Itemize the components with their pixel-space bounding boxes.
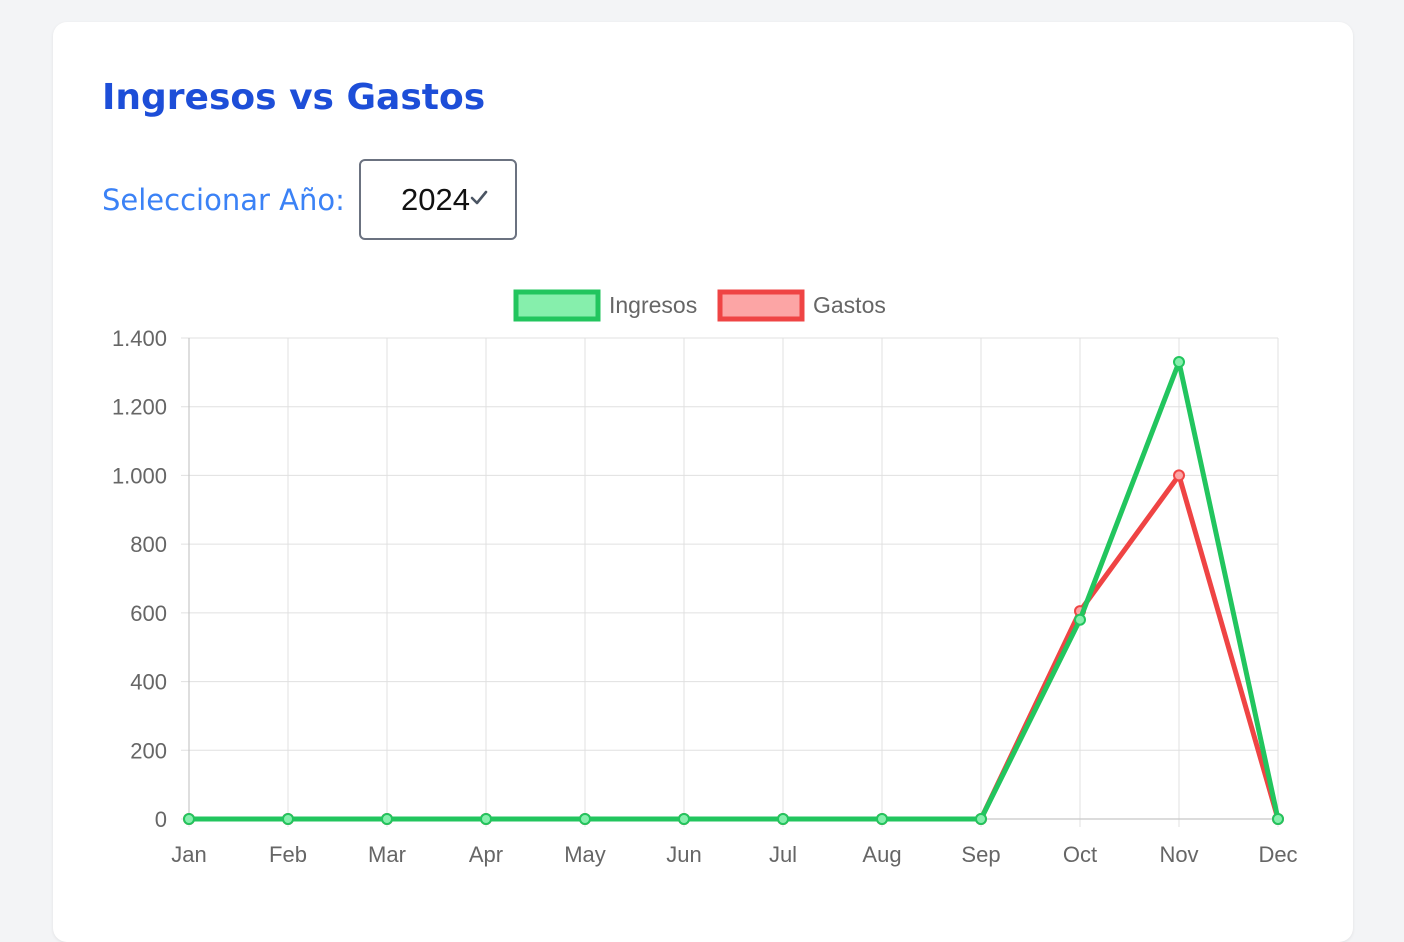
x-tick-label: Oct (1063, 842, 1097, 867)
chart-series (183, 356, 1284, 825)
legend-label-gastos: Gastos (813, 292, 886, 318)
x-tick-label: Sep (961, 842, 1000, 867)
y-tick-label: 400 (130, 670, 167, 695)
x-tick-label: Nov (1159, 842, 1198, 867)
y-tick-label: 800 (130, 532, 167, 557)
data-point-ingresos (678, 813, 690, 825)
data-point-ingresos (282, 813, 294, 825)
y-tick-label: 200 (130, 738, 167, 763)
x-tick-label: Apr (469, 842, 503, 867)
y-tick-label: 1.400 (112, 326, 167, 351)
chart-grid (181, 337, 1279, 827)
data-point-gastos (1173, 469, 1185, 482)
year-select[interactable]: 2024 (359, 159, 517, 240)
x-tick-label: Jul (769, 842, 797, 867)
data-point-ingresos (579, 813, 591, 825)
data-point-ingresos (1272, 813, 1284, 825)
data-point-ingresos (480, 813, 492, 825)
legend-swatch-gastos (717, 289, 805, 322)
series-line-ingresos (186, 359, 1281, 822)
data-point-ingresos (975, 813, 987, 825)
data-point-ingresos (183, 813, 195, 825)
y-tick-label: 600 (130, 601, 167, 626)
data-point-ingresos (1173, 356, 1185, 369)
year-select-label: Seleccionar Año: (102, 183, 345, 217)
legend-label-ingresos: Ingresos (609, 292, 697, 318)
x-tick-label: Jun (666, 842, 701, 867)
card-title: Ingresos vs Gastos (102, 77, 486, 118)
chart-card (53, 22, 1353, 942)
data-point-ingresos (381, 813, 393, 825)
x-tick-label: Feb (269, 842, 307, 867)
x-tick-label: Aug (862, 842, 901, 867)
year-select-value: 2024 (401, 182, 470, 217)
y-tick-label: 1.200 (112, 395, 167, 420)
x-tick-label: Jan (171, 842, 206, 867)
data-point-ingresos (777, 813, 789, 825)
chevron-down-icon (470, 190, 488, 205)
y-tick-label: 1.000 (112, 463, 167, 488)
y-tick-label: 0 (155, 807, 167, 832)
legend-swatch-ingresos (513, 289, 601, 322)
data-point-ingresos (876, 813, 888, 825)
data-point-ingresos (1074, 613, 1086, 626)
x-tick-label: May (564, 842, 606, 867)
chart-legend[interactable]: Ingresos Gastos (513, 289, 886, 322)
x-tick-label: Dec (1258, 842, 1297, 867)
x-tick-label: Mar (368, 842, 406, 867)
